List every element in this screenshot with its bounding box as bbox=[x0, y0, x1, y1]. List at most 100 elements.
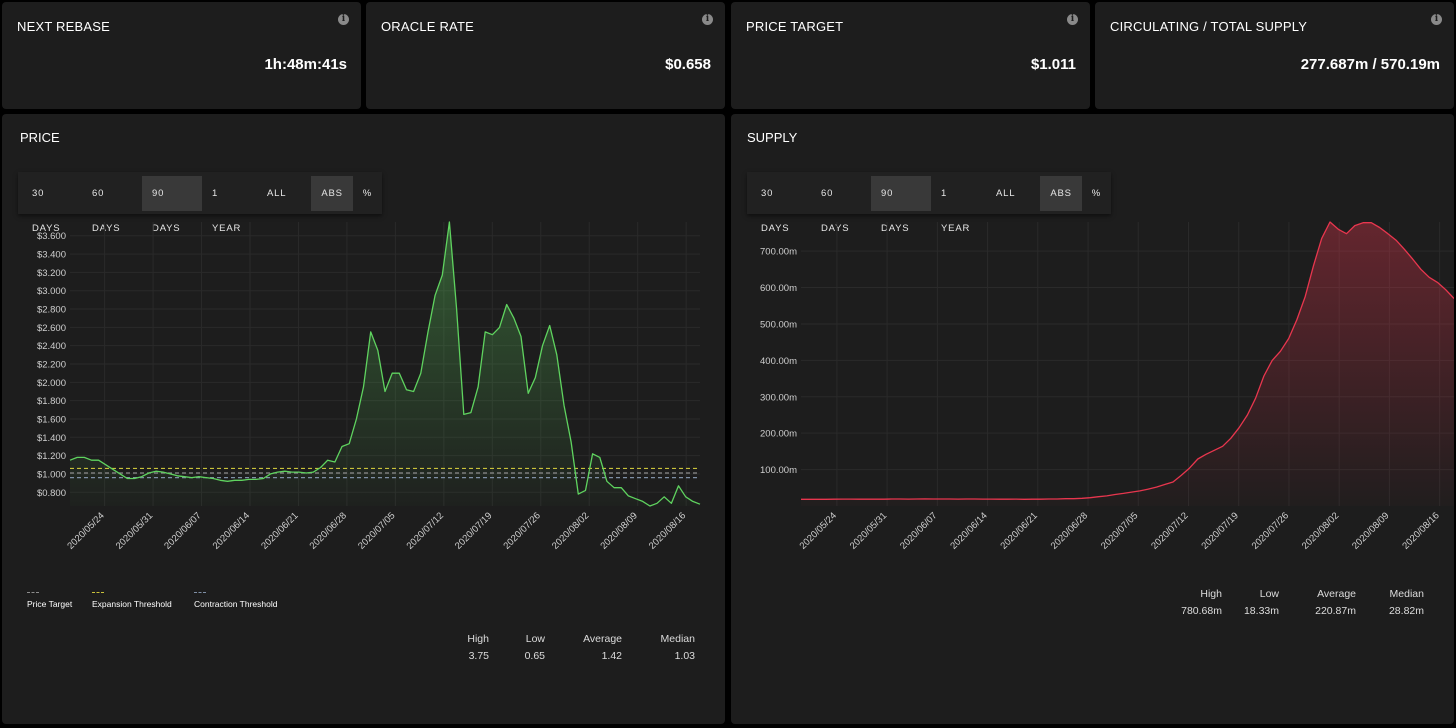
summary-high: High 3.75 bbox=[462, 633, 489, 662]
x-tick-label: 2020/08/09 bbox=[1350, 510, 1391, 551]
range-60-days-button[interactable]: 60 DAYS bbox=[821, 187, 850, 234]
range-1-year-button[interactable]: 1 YEAR bbox=[941, 187, 971, 234]
x-tick-label: 2020/07/05 bbox=[356, 510, 397, 551]
x-tick-label: 2020/05/24 bbox=[798, 510, 839, 551]
x-tick-label: 2020/06/14 bbox=[948, 510, 989, 551]
price-summary: High 3.75 Low 0.65 Average 1.42 Median 1… bbox=[462, 633, 695, 662]
y-tick-label: 500.00m bbox=[760, 319, 797, 330]
summary-value: 0.65 bbox=[524, 650, 545, 662]
stat-card-price-target: PRICE TARGET i $1.011 bbox=[731, 2, 1090, 109]
y-tick-label: $1.800 bbox=[37, 396, 66, 407]
series-line bbox=[801, 221, 1454, 500]
x-tick-label: 2020/08/09 bbox=[598, 510, 639, 551]
mode-abs-button[interactable]: ABS bbox=[311, 175, 353, 211]
supply-panel: SUPPLY 30 DAYS 60 DAYS 90 DAYS 1 YEAR AL… bbox=[731, 114, 1454, 724]
info-icon[interactable]: i bbox=[338, 14, 349, 25]
summary-label: Median bbox=[1389, 588, 1424, 600]
y-tick-label: $3.000 bbox=[37, 286, 66, 297]
summary-value: 1.03 bbox=[674, 650, 695, 662]
x-tick-label: 2020/05/31 bbox=[114, 510, 155, 551]
y-tick-label: $0.800 bbox=[37, 488, 66, 499]
supply-chart[interactable]: 100.00m 200.00m 300.00m 400.00m 500.00m 600.0… bbox=[731, 220, 1454, 670]
y-tick-label: $2.200 bbox=[37, 360, 66, 371]
x-tick-label: 2020/07/19 bbox=[1199, 510, 1240, 551]
legend-label: Price Target bbox=[27, 599, 73, 609]
info-icon[interactable]: i bbox=[1431, 14, 1442, 25]
range-all-button[interactable]: ALL bbox=[996, 187, 1016, 199]
summary-label: High bbox=[1200, 588, 1222, 600]
series-area bbox=[801, 222, 1454, 506]
mode-percent-button[interactable]: % bbox=[1091, 187, 1101, 199]
legend-swatch bbox=[27, 592, 39, 593]
summary-high: High 780.68m bbox=[1171, 588, 1222, 617]
range-90-days-button[interactable]: 90 DAYS bbox=[871, 175, 932, 234]
x-tick-label: 2020/07/05 bbox=[1099, 510, 1140, 551]
range-1-year-button[interactable]: 1 YEAR bbox=[212, 187, 242, 234]
y-tick-label: 600.00m bbox=[760, 283, 797, 294]
range-30-days-button[interactable]: 30 DAYS bbox=[32, 187, 61, 234]
legend-price-target: Price Target bbox=[27, 592, 72, 609]
x-tick-label: 2020/07/19 bbox=[453, 510, 494, 551]
stat-title: PRICE TARGET bbox=[746, 19, 844, 34]
x-tick-label: 2020/07/26 bbox=[501, 510, 542, 551]
legend-label: Expansion Threshold bbox=[92, 599, 172, 609]
legend-label: Contraction Threshold bbox=[194, 599, 278, 609]
summary-low: Low 18.33m bbox=[1222, 588, 1279, 617]
x-tick-label: 2020/06/07 bbox=[898, 510, 939, 551]
x-tick-label: 2020/06/21 bbox=[259, 510, 300, 551]
x-tick-label: 2020/06/28 bbox=[308, 510, 349, 551]
info-icon[interactable]: i bbox=[702, 14, 713, 25]
y-tick-label: $1.000 bbox=[37, 469, 66, 480]
summary-value: 780.68m bbox=[1181, 605, 1222, 617]
legend-swatch bbox=[92, 592, 104, 593]
x-tick-label: 2020/05/24 bbox=[65, 510, 106, 551]
summary-value: 18.33m bbox=[1243, 605, 1279, 617]
stat-value: $0.658 bbox=[665, 56, 711, 73]
info-icon[interactable]: i bbox=[1067, 14, 1078, 25]
x-tick-label: 2020/06/28 bbox=[1049, 510, 1090, 551]
y-tick-label: $2.600 bbox=[37, 323, 66, 334]
summary-label: High bbox=[467, 633, 489, 645]
x-tick-label: 2020/08/16 bbox=[1400, 510, 1441, 551]
summary-value: 220.87m bbox=[1315, 605, 1356, 617]
stat-value: 277.687m / 570.19m bbox=[1300, 56, 1440, 73]
summary-value: 28.82m bbox=[1388, 605, 1424, 617]
y-tick-label: $3.600 bbox=[37, 231, 66, 242]
y-tick-label: $1.400 bbox=[37, 433, 66, 444]
stat-title: ORACLE RATE bbox=[381, 19, 474, 34]
summary-label: Median bbox=[660, 633, 695, 645]
range-90-days-button[interactable]: 90 DAYS bbox=[142, 175, 203, 234]
series-area bbox=[70, 222, 700, 506]
mode-abs-button[interactable]: ABS bbox=[1040, 175, 1082, 211]
legend-swatch bbox=[194, 592, 206, 593]
y-tick-label: $1.200 bbox=[37, 451, 66, 462]
y-tick-label: $3.400 bbox=[37, 250, 66, 261]
stat-value: 1h:48m:41s bbox=[264, 56, 347, 73]
panel-title: SUPPLY bbox=[747, 130, 798, 145]
x-tick-label: 2020/07/26 bbox=[1250, 510, 1291, 551]
range-button-bar: 30 DAYS 60 DAYS 90 DAYS 1 YEAR ALL ABS % bbox=[747, 172, 1111, 234]
panel-title: PRICE bbox=[20, 130, 60, 145]
series-line bbox=[69, 221, 701, 507]
range-all-button[interactable]: ALL bbox=[267, 187, 287, 199]
mode-percent-button[interactable]: % bbox=[362, 187, 372, 199]
range-30-days-button[interactable]: 30 DAYS bbox=[761, 187, 790, 234]
stat-card-next-rebase: NEXT REBASE i 1h:48m:41s bbox=[2, 2, 361, 109]
y-tick-label: $2.000 bbox=[37, 378, 66, 389]
y-tick-label: $2.400 bbox=[37, 341, 66, 352]
price-chart[interactable]: $0.800 $1.000 $1.200 $1.400 $1.600 $1.800 $2.0… bbox=[2, 220, 725, 670]
x-tick-label: 2020/06/21 bbox=[999, 510, 1040, 551]
x-tick-label: 2020/08/02 bbox=[1300, 510, 1341, 551]
summary-value: 1.42 bbox=[601, 650, 622, 662]
range-60-days-button[interactable]: 60 DAYS bbox=[92, 187, 121, 234]
supply-summary: High 780.68m Low 18.33m Average 220.87m … bbox=[1171, 588, 1424, 617]
summary-label: Low bbox=[525, 633, 545, 645]
x-tick-label: 2020/08/16 bbox=[647, 510, 688, 551]
x-tick-label: 2020/06/14 bbox=[211, 510, 252, 551]
stat-value: $1.011 bbox=[1030, 56, 1076, 73]
y-tick-label: 100.00m bbox=[760, 465, 797, 476]
legend-contraction-threshold: Contraction Threshold bbox=[194, 592, 277, 609]
x-tick-label: 2020/07/12 bbox=[405, 510, 446, 551]
x-tick-label: 2020/06/07 bbox=[162, 510, 203, 551]
y-tick-label: 300.00m bbox=[760, 392, 797, 403]
